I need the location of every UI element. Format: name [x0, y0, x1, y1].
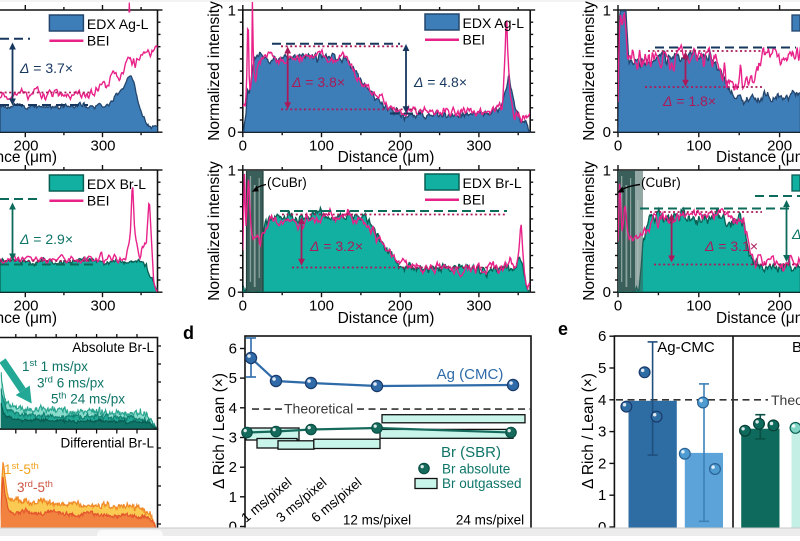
svg-text:1: 1: [229, 489, 237, 506]
svg-text:EDX Ag-L: EDX Ag-L: [87, 16, 149, 32]
svg-text:1: 1: [603, 163, 611, 180]
svg-text:EDX Ag-L: EDX Ag-L: [463, 15, 525, 31]
svg-text:300: 300: [90, 138, 115, 155]
svg-text:Differential Br-L: Differential Br-L: [60, 436, 154, 451]
svg-text:BEI: BEI: [87, 32, 110, 48]
svg-text:100: 100: [309, 298, 334, 315]
svg-text:Δ: Δ: [791, 226, 800, 242]
svg-text:Δ Rich / Lean (×): Δ Rich / Lean (×): [580, 373, 597, 489]
svg-text:0: 0: [239, 298, 247, 315]
svg-text:4: 4: [598, 392, 606, 409]
svg-text:2: 2: [598, 455, 606, 472]
svg-text:Normalized intensity: Normalized intensity: [581, 1, 598, 141]
svg-text:5: 5: [229, 370, 237, 387]
svg-text:100: 100: [686, 298, 711, 315]
svg-text:BEI: BEI: [463, 191, 486, 207]
svg-text:Br (SBR): Br (SBR): [441, 444, 501, 461]
svg-text:Δ = 1.8×: Δ = 1.8×: [662, 93, 716, 109]
svg-text:0: 0: [239, 138, 247, 155]
svg-text:0: 0: [614, 138, 622, 155]
svg-text:Absolute Br-L: Absolute Br-L: [72, 340, 154, 355]
svg-text:Br outgassed: Br outgassed: [442, 476, 522, 491]
svg-text:(CuBr): (CuBr): [641, 175, 681, 190]
svg-text:Br absolute: Br absolute: [442, 462, 510, 477]
svg-text:3: 3: [229, 429, 237, 446]
svg-text:Distance (μm): Distance (μm): [0, 149, 57, 166]
svg-text:6: 6: [598, 328, 606, 345]
svg-text:EDX Br-L: EDX Br-L: [463, 175, 522, 191]
svg-text:Normalized intensity: Normalized intensity: [206, 1, 223, 141]
svg-text:Δ = 3.8×: Δ = 3.8×: [291, 74, 345, 90]
svg-text:4: 4: [229, 400, 237, 417]
svg-text:12 ms/pixel: 12 ms/pixel: [343, 513, 411, 528]
svg-text:1: 1: [228, 3, 236, 20]
svg-text:0: 0: [603, 284, 611, 301]
svg-text:300: 300: [90, 298, 115, 315]
svg-text:Δ Rich / Lean (×): Δ Rich / Lean (×): [211, 373, 228, 489]
svg-text:0: 0: [228, 284, 236, 301]
svg-text:6: 6: [229, 340, 237, 357]
svg-text:d: d: [183, 323, 194, 343]
svg-text:100: 100: [686, 138, 711, 155]
svg-text:Ag-CMC: Ag-CMC: [657, 339, 715, 356]
svg-text:0: 0: [603, 124, 611, 141]
svg-text:BEI: BEI: [463, 31, 486, 47]
svg-text:2: 2: [229, 459, 237, 476]
svg-text:Δ = 2.9×: Δ = 2.9×: [19, 231, 73, 247]
svg-text:0: 0: [614, 298, 622, 315]
svg-text:Normalized intensity: Normalized intensity: [581, 161, 598, 301]
svg-text:EDX Br-L: EDX Br-L: [87, 176, 146, 192]
svg-text:1: 1: [598, 487, 606, 504]
svg-text:Δ = 3.2×: Δ = 3.2×: [309, 238, 363, 254]
svg-text:Distance (μm): Distance (μm): [716, 149, 800, 166]
svg-text:1: 1: [228, 163, 236, 180]
svg-text:e: e: [558, 319, 568, 339]
svg-text:Distance (μm): Distance (μm): [338, 149, 435, 166]
svg-text:(CuBr): (CuBr): [267, 175, 307, 190]
svg-text:Δ = 3.7×: Δ = 3.7×: [19, 60, 73, 76]
svg-text:3: 3: [598, 424, 606, 441]
svg-text:Ag (CMC): Ag (CMC): [437, 366, 504, 383]
svg-text:300: 300: [466, 138, 491, 155]
svg-text:Theoretical: Theoretical: [284, 401, 353, 417]
svg-text:Distance (μm): Distance (μm): [0, 310, 57, 327]
svg-text:100: 100: [309, 138, 334, 155]
svg-text:Br-SBR: Br-SBR: [792, 339, 800, 356]
svg-text:Distance (μm): Distance (μm): [338, 310, 435, 327]
svg-text:1: 1: [603, 3, 611, 20]
svg-text:Normalized intensity: Normalized intensity: [206, 161, 223, 301]
svg-text:Δ = 3.1×: Δ = 3.1×: [704, 238, 758, 254]
svg-text:Δ = 4.8×: Δ = 4.8×: [413, 74, 467, 90]
svg-text:BEI: BEI: [87, 192, 110, 208]
svg-text:24 ms/pixel: 24 ms/pixel: [456, 513, 524, 528]
svg-text:Theoretical: Theoretical: [771, 392, 800, 408]
svg-text:Distance (μm): Distance (μm): [716, 310, 800, 327]
svg-text:0: 0: [228, 124, 236, 141]
svg-text:5: 5: [598, 360, 606, 377]
svg-text:300: 300: [466, 298, 491, 315]
